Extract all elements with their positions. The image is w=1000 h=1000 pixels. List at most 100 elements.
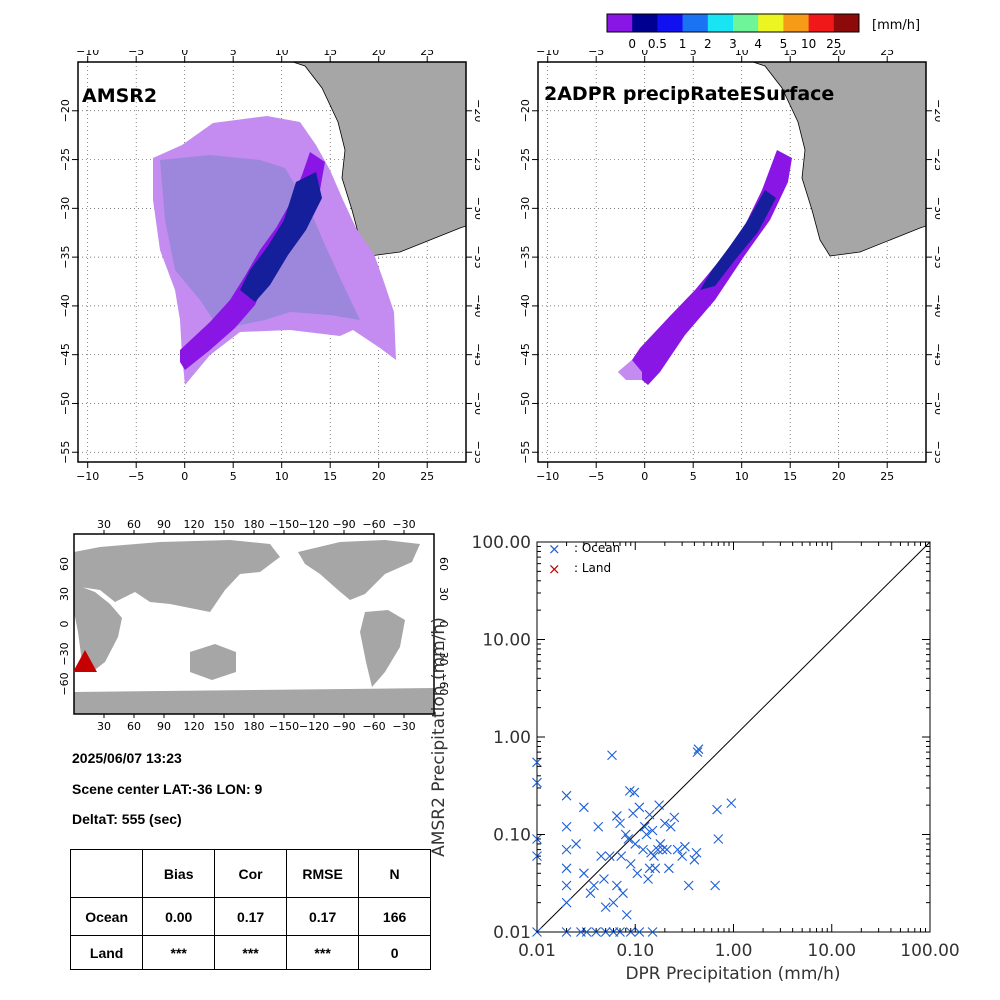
lat-tick-label-left: −40 (520, 294, 532, 317)
scatter-point (618, 888, 628, 899)
dpr-heavy-rain-core (700, 190, 776, 290)
lon-tick-label-top: 25 (880, 50, 894, 58)
scatter-point (561, 880, 572, 891)
scene-deltat: DeltaT: 555 (sec) (72, 811, 182, 827)
amsr2-heavy-rain-core (240, 172, 322, 302)
lat-tick-label-right: −35 (932, 246, 940, 269)
south-america-landmass (360, 610, 405, 687)
scatter-point (561, 790, 572, 801)
scatter-point (630, 839, 641, 849)
x-tick-label: 1.00 (715, 941, 753, 961)
lon-tick-label-bottom: −5 (588, 470, 604, 483)
world-lat-tick-left: −60 (58, 672, 71, 695)
lon-tick-label-top: 20 (832, 50, 846, 58)
scatter-point (578, 802, 589, 813)
scene-location-marker (73, 650, 97, 672)
lat-tick-label-left: −55 (520, 441, 532, 464)
colorbar-label: 25 (826, 37, 841, 51)
lat-tick-label-left: −25 (60, 148, 72, 171)
table-cell: *** (286, 935, 360, 970)
colorbar-label: 0.5 (648, 37, 667, 51)
scatter-point (625, 858, 636, 869)
y-tick-label: 0.01 (493, 923, 531, 943)
world-lon-tick-bottom: −120 (299, 720, 329, 733)
lon-tick-label-bottom: 15 (783, 470, 797, 483)
colorbar-cell (657, 14, 683, 32)
y-tick-label: 1.00 (493, 728, 531, 748)
colorbar-label: 5 (780, 37, 788, 51)
colorbar-label: 3 (729, 37, 737, 51)
y-axis-label: AMSR2 Precipitation (mm/h) (429, 617, 449, 857)
lat-tick-label-right: −40 (932, 294, 940, 317)
world-lon-tick-top: 60 (127, 518, 141, 531)
scatter-point (596, 851, 607, 862)
colorbar-cell (632, 14, 658, 32)
legend-land-marker: × (548, 560, 561, 578)
world-lon-tick-bottom: −150 (269, 720, 299, 733)
lon-tick-label-top: 15 (783, 50, 797, 58)
scatter-point (653, 844, 663, 855)
world-lon-tick-bottom: 60 (127, 720, 141, 733)
world-lon-tick-bottom: −90 (332, 720, 355, 733)
colorbar-label: 4 (754, 37, 762, 51)
north-america-landmass (298, 540, 420, 600)
world-lon-tick-bottom: −60 (362, 720, 385, 733)
table-cell: Land (69, 935, 144, 970)
scatter-point (692, 747, 703, 757)
y-tick-label: 10.00 (482, 631, 531, 651)
scatter-point (639, 821, 650, 832)
lat-tick-label-left: −35 (60, 246, 72, 269)
scatter-point (615, 818, 625, 829)
scatter-point (638, 844, 648, 855)
lon-tick-label-bottom: 0 (641, 470, 648, 483)
scatter-point (665, 821, 676, 832)
lon-tick-label-top: 10 (275, 50, 289, 58)
lat-tick-label-right: −20 (472, 99, 480, 122)
scatter-point (669, 812, 680, 823)
scatter-point (650, 863, 661, 874)
scatter-point (677, 851, 688, 862)
scatter-point (634, 802, 645, 813)
scatter-point (600, 902, 611, 912)
lat-tick-label-left: −45 (520, 343, 532, 366)
table-header-cell: Cor (214, 849, 288, 898)
scatter-ticks: 0.010.01 0.10 0.10 1.00 1.00 10.00 10.00 100.00… (472, 533, 960, 961)
lat-tick-label-right: −25 (932, 148, 940, 171)
lat-tick-label-right: −45 (932, 343, 940, 366)
table-cell: 0.00 (142, 897, 216, 936)
scatter-point (647, 927, 658, 937)
y-tick-label: 100.00 (472, 533, 531, 553)
table-header-row: Bias Cor RMSE N (69, 849, 431, 898)
x-tick-label: 100.00 (900, 941, 959, 961)
africa-landmass (752, 61, 927, 257)
scatter-point (662, 844, 672, 855)
lon-tick-label-bottom: 20 (372, 470, 386, 483)
scatter-point (712, 804, 722, 815)
lon-tick-label-bottom: −5 (128, 470, 144, 483)
scatter-point (641, 829, 652, 840)
scatter-point (585, 888, 596, 899)
lat-tick-label-right: −55 (472, 441, 480, 464)
lon-tick-label-top: 15 (323, 50, 337, 58)
scatter-point (621, 909, 632, 920)
scatter-point (672, 844, 683, 855)
lat-tick-label-left: −40 (60, 294, 72, 317)
world-lon-tick-bottom: 120 (184, 720, 205, 733)
world-lon-tick-top: 30 (97, 518, 111, 531)
world-lat-tick-left: 60 (58, 557, 71, 571)
table-header-cell: Bias (142, 849, 216, 898)
scatter-point (607, 750, 617, 761)
table-cell: *** (142, 935, 216, 970)
legend-ocean-marker: × (548, 540, 561, 558)
world-lon-tick-bottom: 150 (214, 720, 235, 733)
world-lon-tick-bottom: −30 (392, 720, 415, 733)
lon-tick-label-bottom: −10 (76, 470, 99, 483)
map-frame (77, 61, 467, 463)
lon-tick-label-top: 10 (735, 50, 749, 58)
lat-tick-label-right: −25 (472, 148, 480, 171)
scatter-point (608, 897, 619, 908)
scatter-point (589, 880, 599, 891)
map-title: 2ADPR precipRateESurface (544, 83, 834, 105)
scatter-point (599, 874, 609, 884)
